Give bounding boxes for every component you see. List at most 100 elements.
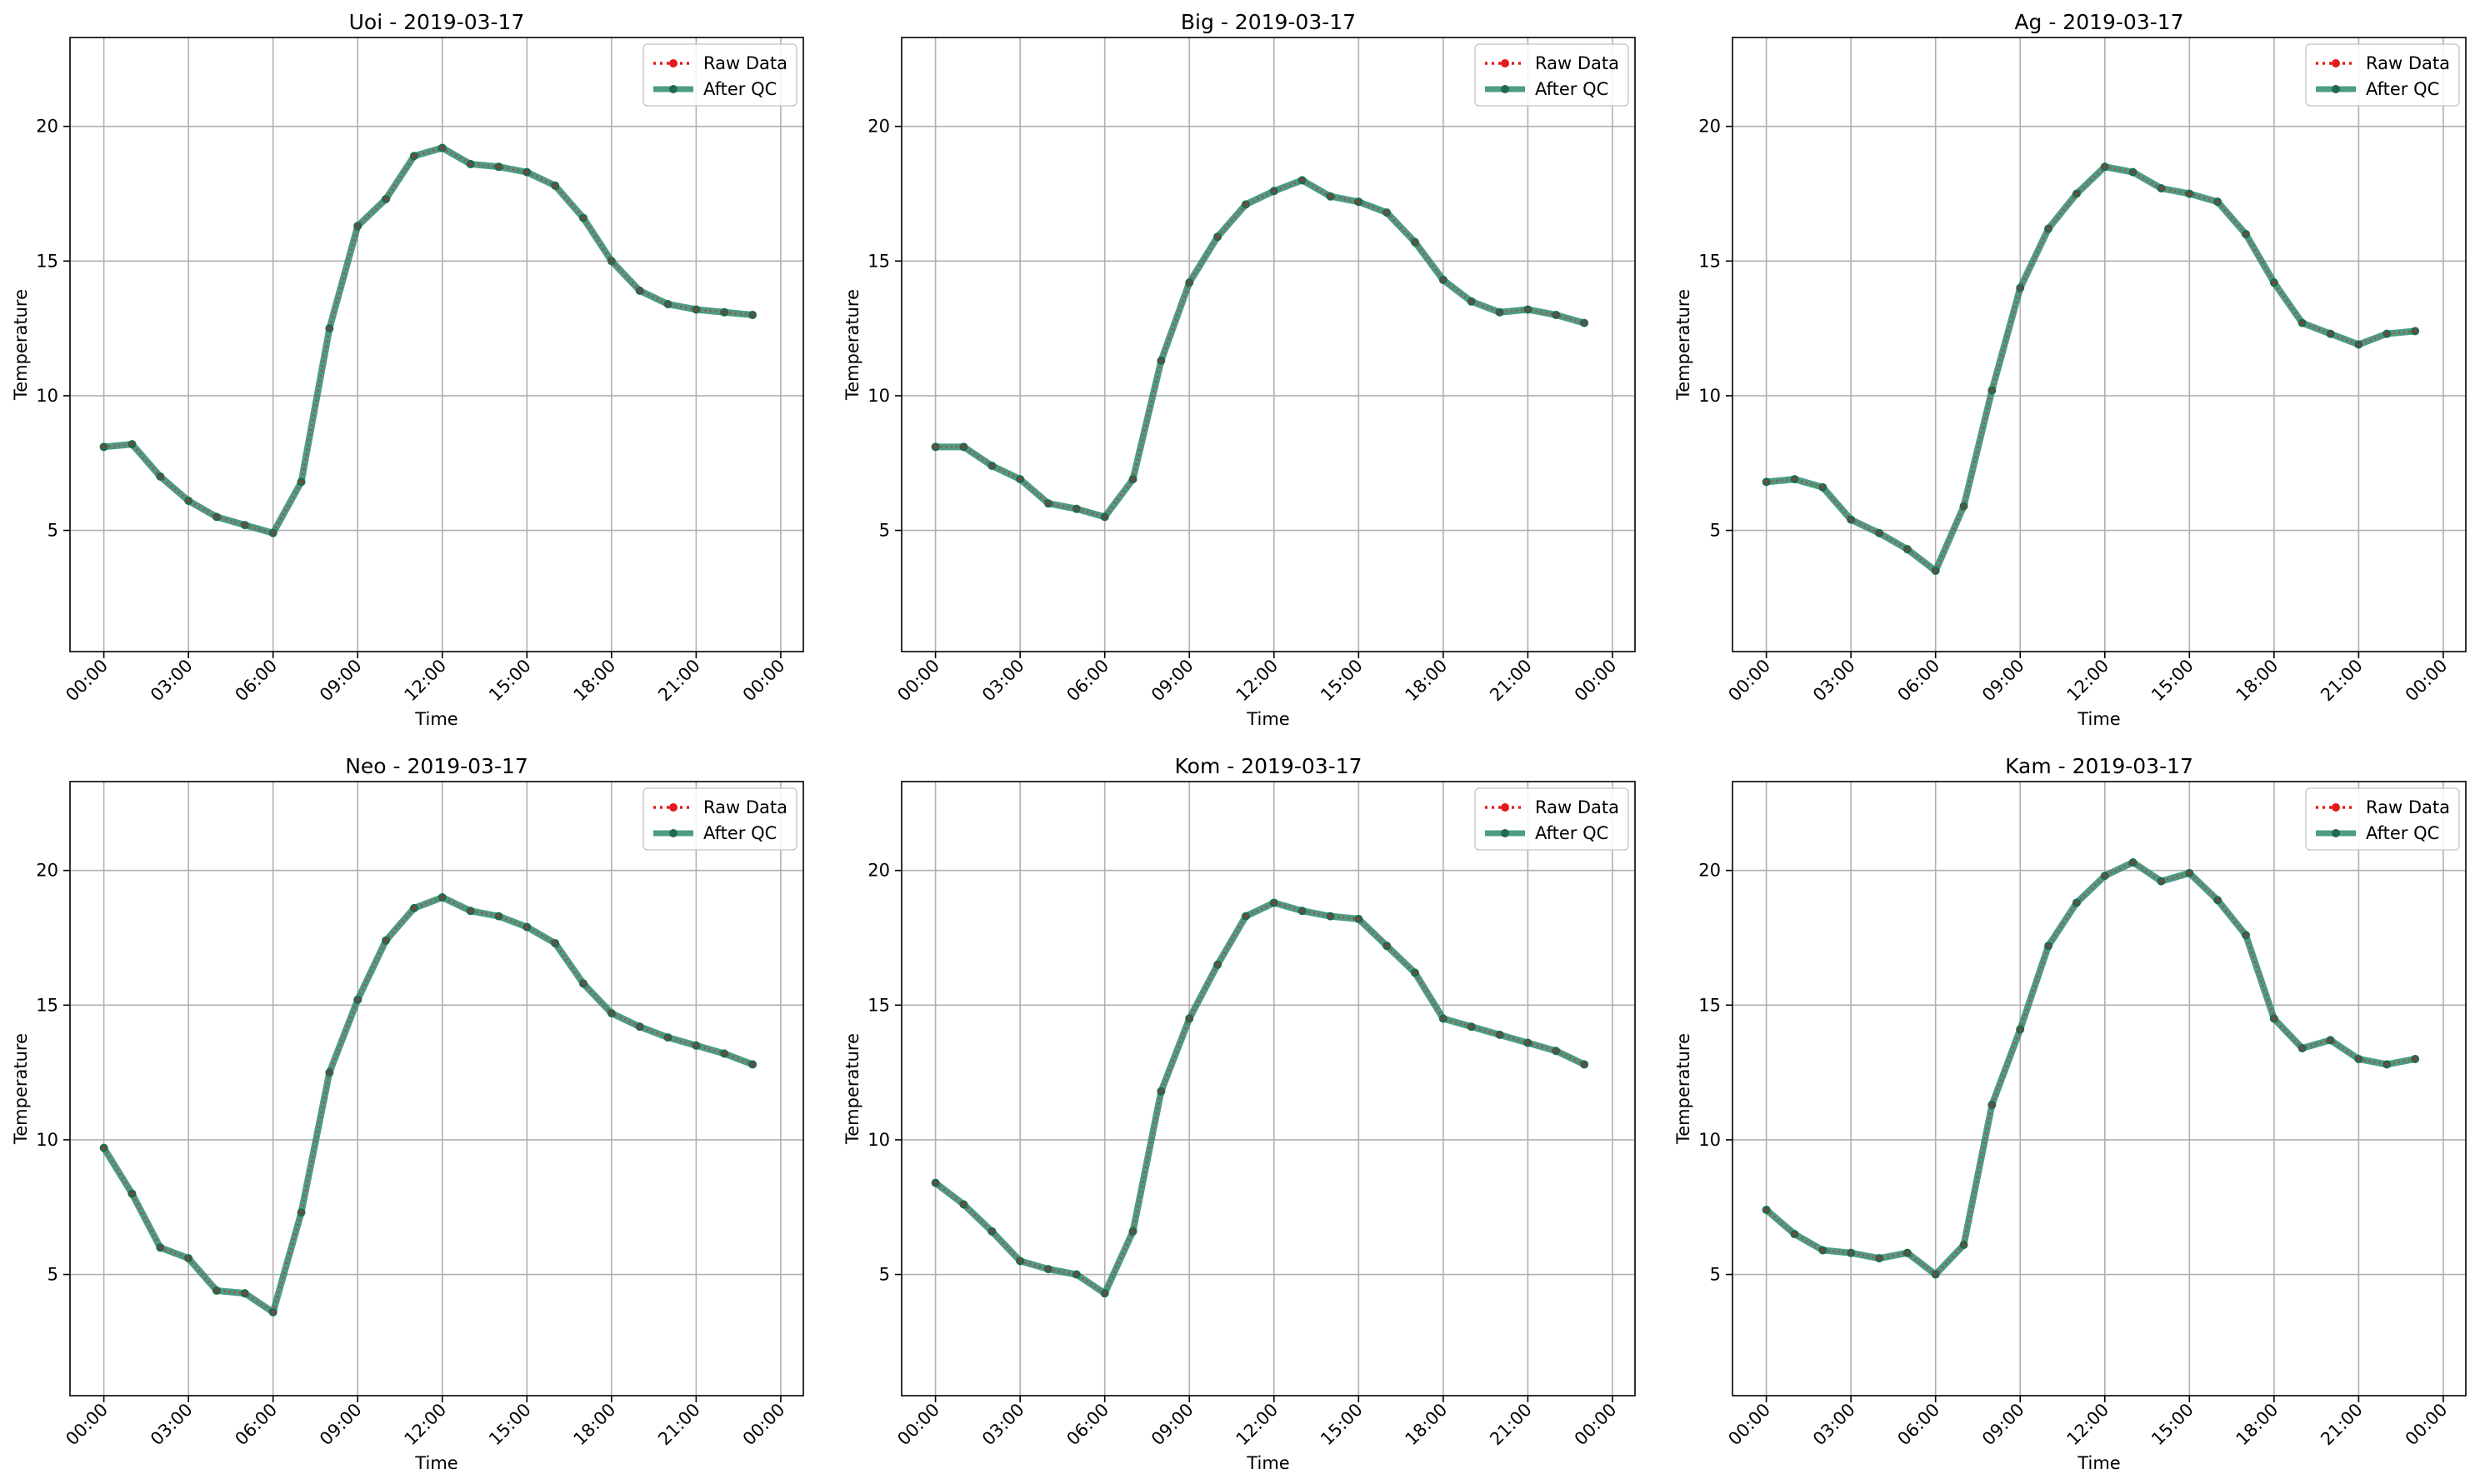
series-raw-data-line bbox=[1766, 165, 2416, 573]
after-qc-point bbox=[748, 1060, 758, 1069]
series-raw-data-line bbox=[103, 146, 753, 535]
raw-data-point bbox=[1441, 1016, 1446, 1021]
legend: Raw Data After QC bbox=[2305, 787, 2460, 851]
raw-data-point bbox=[299, 479, 304, 484]
y-tick-label: 20 bbox=[868, 117, 890, 137]
legend-marker-qc bbox=[2332, 85, 2340, 93]
after-qc-point bbox=[2242, 229, 2250, 238]
raw-data-point bbox=[383, 197, 388, 202]
subplot-5: 5 10 15 20 00:00 03:00 06:00 09:00 12:00 15:00 18:… bbox=[842, 754, 1636, 1473]
raw-data-point bbox=[158, 474, 162, 479]
x-tick-label: 09:00 bbox=[316, 1400, 366, 1450]
x-tick-label: 18:00 bbox=[1402, 1400, 1452, 1450]
legend-label-raw: Raw Data bbox=[703, 797, 788, 817]
raw-data-point bbox=[2074, 900, 2079, 905]
y-tick-label: 15 bbox=[868, 995, 890, 1015]
raw-data-point bbox=[271, 531, 276, 536]
after-qc-point bbox=[409, 903, 418, 912]
x-axis-label: Time bbox=[1246, 709, 1289, 729]
y-axis-label: Temperature bbox=[1673, 1033, 1693, 1145]
after-qc-point bbox=[1959, 1240, 1968, 1249]
after-qc-point bbox=[382, 936, 391, 945]
after-qc-point bbox=[1495, 1030, 1504, 1039]
raw-data-point bbox=[2187, 191, 2192, 196]
legend-label-qc: After QC bbox=[2366, 79, 2439, 99]
raw-data-point bbox=[1328, 194, 1332, 199]
after-qc-point bbox=[466, 907, 475, 916]
after-qc-point bbox=[2100, 872, 2109, 881]
after-qc-point bbox=[1438, 275, 1448, 284]
series-after-qc-line bbox=[1766, 163, 2416, 575]
after-qc-point bbox=[1902, 1248, 1912, 1257]
x-tick-label: 06:00 bbox=[231, 1400, 281, 1450]
subplot-3: 5 10 15 20 00:00 03:00 06:00 09:00 12:00 15:00 18:… bbox=[1673, 10, 2467, 729]
after-qc-point bbox=[720, 307, 729, 317]
after-qc-point bbox=[99, 442, 108, 452]
x-tick-label: 21:00 bbox=[2317, 656, 2367, 706]
x-tick-label: 15:00 bbox=[2148, 656, 2198, 706]
legend-marker-raw bbox=[2332, 803, 2340, 812]
legend: Raw Data After QC bbox=[642, 787, 798, 851]
axes-frame bbox=[69, 37, 804, 652]
x-tick-label: 00:00 bbox=[739, 1400, 789, 1450]
after-qc-point bbox=[382, 194, 391, 203]
raw-data-point bbox=[722, 1051, 727, 1056]
raw-data-point bbox=[2300, 1046, 2305, 1051]
after-qc-point bbox=[692, 305, 701, 314]
after-qc-point bbox=[2072, 189, 2081, 198]
after-qc-point bbox=[438, 892, 447, 902]
raw-data-point bbox=[552, 941, 558, 946]
after-qc-point bbox=[2298, 318, 2307, 327]
after-qc-point bbox=[1552, 310, 1561, 319]
raw-data-point bbox=[1272, 900, 1277, 905]
y-tick-label: 10 bbox=[1698, 1130, 1721, 1150]
x-axis-label: Time bbox=[414, 709, 458, 729]
raw-data-point bbox=[1933, 568, 1938, 573]
x-tick-label: 12:00 bbox=[1232, 656, 1282, 706]
y-axis-label: Temperature bbox=[842, 1033, 862, 1145]
after-qc-point bbox=[1847, 1248, 1856, 1257]
raw-data-point bbox=[299, 1210, 304, 1215]
raw-data-point bbox=[242, 522, 248, 527]
axes-frame bbox=[901, 781, 1636, 1397]
raw-data-point bbox=[1792, 477, 1797, 482]
legend-label-qc: After QC bbox=[2366, 823, 2439, 843]
raw-data-point bbox=[1074, 507, 1079, 512]
raw-data-point bbox=[158, 1245, 162, 1250]
axes-frame bbox=[1732, 37, 2467, 652]
after-qc-point bbox=[1044, 1265, 1052, 1274]
axes-frame bbox=[901, 37, 1636, 652]
x-tick-label: 03:00 bbox=[147, 656, 197, 706]
x-tick-label: 09:00 bbox=[1978, 656, 2028, 706]
after-qc-point bbox=[2185, 868, 2194, 877]
raw-data-point bbox=[1272, 188, 1277, 193]
legend-marker-raw bbox=[2332, 59, 2340, 67]
x-tick-label: 12:00 bbox=[2063, 1400, 2113, 1450]
raw-data-point bbox=[933, 1181, 938, 1186]
raw-data-point bbox=[524, 170, 529, 175]
y-tick-label: 10 bbox=[1698, 386, 1721, 406]
raw-data-point bbox=[2300, 321, 2305, 326]
legend-label-qc: After QC bbox=[703, 823, 777, 843]
raw-data-point bbox=[2328, 332, 2333, 337]
raw-data-point bbox=[552, 183, 558, 188]
after-qc-point bbox=[1411, 968, 1419, 977]
x-tick-label: 03:00 bbox=[1809, 1400, 1859, 1450]
y-tick-label: 20 bbox=[868, 861, 890, 881]
legend: Raw Data After QC bbox=[1474, 43, 1629, 107]
after-qc-point bbox=[1354, 914, 1363, 923]
raw-data-point bbox=[1469, 299, 1474, 304]
after-qc-point bbox=[522, 922, 532, 932]
after-qc-point bbox=[1298, 907, 1307, 916]
x-tick-label: 00:00 bbox=[893, 1400, 943, 1450]
after-qc-point bbox=[1298, 176, 1307, 185]
raw-data-point bbox=[2356, 342, 2361, 347]
after-qc-point bbox=[551, 938, 560, 947]
raw-data-point bbox=[609, 258, 614, 263]
after-qc-point bbox=[607, 1008, 616, 1017]
raw-data-point bbox=[1243, 914, 1248, 919]
legend-marker-qc bbox=[1501, 85, 1509, 93]
after-qc-point bbox=[1100, 512, 1109, 522]
after-qc-point bbox=[297, 1208, 306, 1217]
after-qc-point bbox=[494, 162, 503, 172]
